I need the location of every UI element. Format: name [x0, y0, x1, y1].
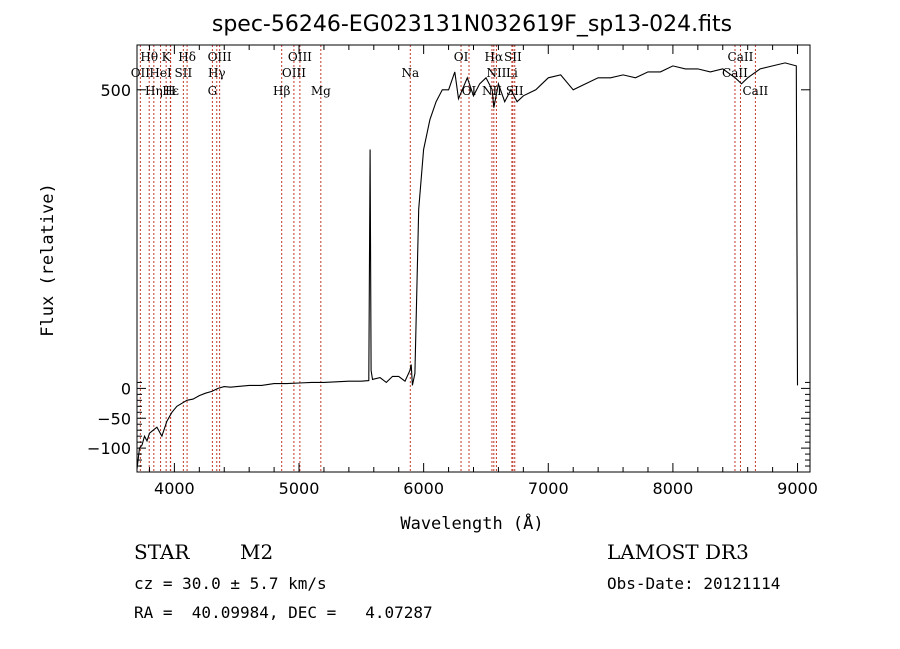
emission-line-label: OIII — [208, 50, 232, 64]
chart-title: spec-56246-EG023131N032619F_sp13-024.fit… — [212, 12, 732, 37]
emission-line-label: K — [162, 50, 172, 64]
emission-line-label: Hθ — [140, 50, 158, 64]
emission-line-label: CaII — [742, 84, 768, 98]
spectrum-line — [136, 62, 799, 470]
y-tick-label: −50 — [97, 409, 131, 428]
emission-line-label: OIII — [282, 66, 306, 80]
x-tick-label: 5000 — [279, 479, 320, 498]
y-tick-label: −100 — [87, 439, 131, 458]
y-tick-label: 0 — [121, 379, 131, 398]
emission-line-label: SII — [506, 84, 524, 98]
x-tick-label: 7000 — [528, 479, 569, 498]
coordinates-text: RA = 40.09984, DEC = 4.07287 — [134, 603, 433, 622]
x-axis-label: Wavelength (Å) — [400, 512, 543, 534]
obs-date-text: Obs-Date: 20121114 — [607, 574, 781, 593]
emission-line-label: Li — [506, 66, 518, 80]
emission-line-label: Mg — [311, 84, 331, 98]
emission-line-label: OI — [454, 50, 469, 64]
y-axis-label: Flux (relative) — [38, 183, 58, 337]
x-tick-label: 8000 — [653, 479, 694, 498]
emission-line-label: Hγ — [208, 66, 226, 80]
emission-line-label: H — [165, 84, 175, 98]
x-tick-label: 9000 — [777, 479, 818, 498]
emission-line-label: Hδ — [178, 50, 196, 64]
object-class: STAR — [134, 540, 190, 564]
emission-line-label: CaII — [728, 50, 754, 64]
emission-line-label: OII — [131, 66, 151, 80]
emission-line-label: Na — [401, 66, 419, 80]
x-tick-label: 4000 — [154, 479, 195, 498]
emission-line-label: HeI — [149, 66, 172, 80]
object-subclass: M2 — [240, 540, 274, 564]
emission-line-label: Hβ — [273, 84, 290, 98]
emission-line-label: SII — [504, 50, 522, 64]
survey-name: LAMOST DR3 — [607, 540, 749, 564]
emission-line-label: G — [208, 84, 218, 98]
redshift-text: cz = 30.0 ± 5.7 km/s — [134, 574, 327, 593]
emission-line-label: Hη — [145, 84, 163, 98]
emission-line-label: CaII — [722, 66, 748, 80]
y-tick-label: 500 — [100, 81, 131, 100]
x-tick-label: 6000 — [403, 479, 444, 498]
emission-line-label: Hα — [485, 50, 504, 64]
emission-line-label: NII — [486, 66, 506, 80]
emission-line-label: OIII — [288, 50, 312, 64]
plot-frame — [136, 44, 811, 473]
emission-line-label: Hε — [162, 84, 179, 98]
emission-line-label: SII — [175, 66, 193, 80]
